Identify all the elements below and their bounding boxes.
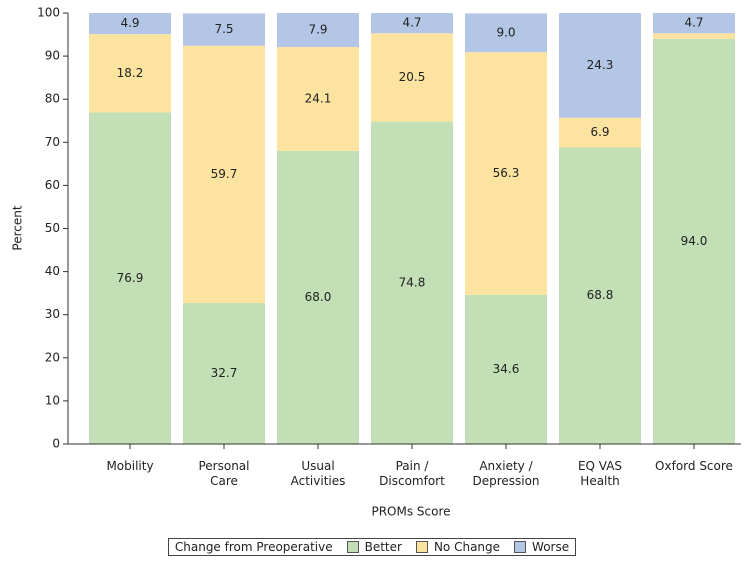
data-label: 7.5 (214, 22, 233, 36)
bar-segment (277, 47, 359, 151)
bar-segment (653, 33, 735, 39)
bar-segment (653, 13, 735, 34)
legend: Change from Preoperative Better No Change… (0, 538, 744, 556)
y-tick-label: 10 (45, 393, 60, 407)
bar-segment (183, 45, 265, 304)
bar-segment (89, 112, 171, 444)
y-tick-label: 100 (37, 6, 60, 20)
bar-segment (371, 121, 453, 444)
data-label: 74.8 (399, 275, 426, 289)
bar-segment (277, 150, 359, 445)
data-label: 4.7 (402, 16, 421, 30)
legend-box: Change from Preoperative Better No Change… (167, 538, 577, 556)
y-tick-label: 70 (45, 135, 60, 149)
bar-segment (277, 13, 359, 48)
data-label: 68.0 (305, 290, 332, 304)
data-label: 6.9 (590, 125, 609, 139)
y-tick-label: 60 (45, 178, 60, 192)
bar-segment (465, 13, 547, 53)
bar-segment (183, 303, 265, 444)
bar-segment (559, 117, 641, 148)
bar-segment (559, 13, 641, 118)
bar-segment (559, 147, 641, 445)
y-tick-label: 20 (45, 350, 60, 364)
data-label: 34.6 (493, 362, 520, 376)
x-tick-label: Usual Activities (290, 459, 346, 488)
bar-segment (653, 38, 735, 445)
y-tick-label: 30 (45, 307, 60, 321)
bar-segment (465, 294, 547, 444)
legend-swatch (514, 541, 527, 553)
bar-segment (183, 13, 265, 46)
bar-segment (89, 13, 171, 35)
legend-label: Better (364, 540, 402, 554)
legend-label: No Change (433, 540, 501, 554)
bar-segment (371, 13, 453, 34)
data-label: 18.2 (117, 66, 144, 80)
bar-segment (89, 34, 171, 113)
x-tick-label: Mobility (106, 459, 154, 473)
y-axis-label: Percent (11, 205, 25, 250)
data-label: 20.5 (399, 70, 426, 84)
y-tick-label: 40 (45, 264, 60, 278)
x-axis-label: PROMs Score (371, 505, 450, 519)
y-tick-label: 90 (45, 49, 60, 63)
y-tick-label: 0 (52, 437, 60, 451)
legend-swatch (415, 541, 428, 553)
legend-label: Worse (532, 540, 570, 554)
x-tick-label: Personal Care (198, 459, 250, 488)
data-label: 4.9 (120, 16, 139, 30)
x-tick-label: Anxiety / Depression (472, 459, 540, 488)
x-tick-label: Oxford Score (655, 459, 733, 473)
x-tick-label: EQ VAS Health (577, 459, 623, 488)
data-label: 76.9 (117, 271, 144, 285)
y-tick-label: 50 (45, 221, 60, 235)
bar-segment (371, 33, 453, 122)
data-label: 94.0 (681, 234, 708, 248)
data-label: 32.7 (211, 366, 238, 380)
data-label: 68.8 (587, 288, 614, 302)
bar-segment (465, 52, 547, 295)
x-tick-label: Pain / Discomfort (379, 459, 445, 488)
y-tick-label: 80 (45, 92, 60, 106)
data-label: 59.7 (211, 167, 238, 181)
data-label: 7.9 (308, 23, 327, 37)
legend-swatch (346, 541, 359, 553)
data-label: 56.3 (493, 166, 520, 180)
legend-title: Change from Preoperative (174, 540, 333, 554)
data-label: 24.3 (587, 58, 614, 72)
data-label: 4.7 (684, 16, 703, 30)
data-label: 9.0 (496, 25, 515, 39)
data-label: 24.1 (305, 91, 332, 105)
